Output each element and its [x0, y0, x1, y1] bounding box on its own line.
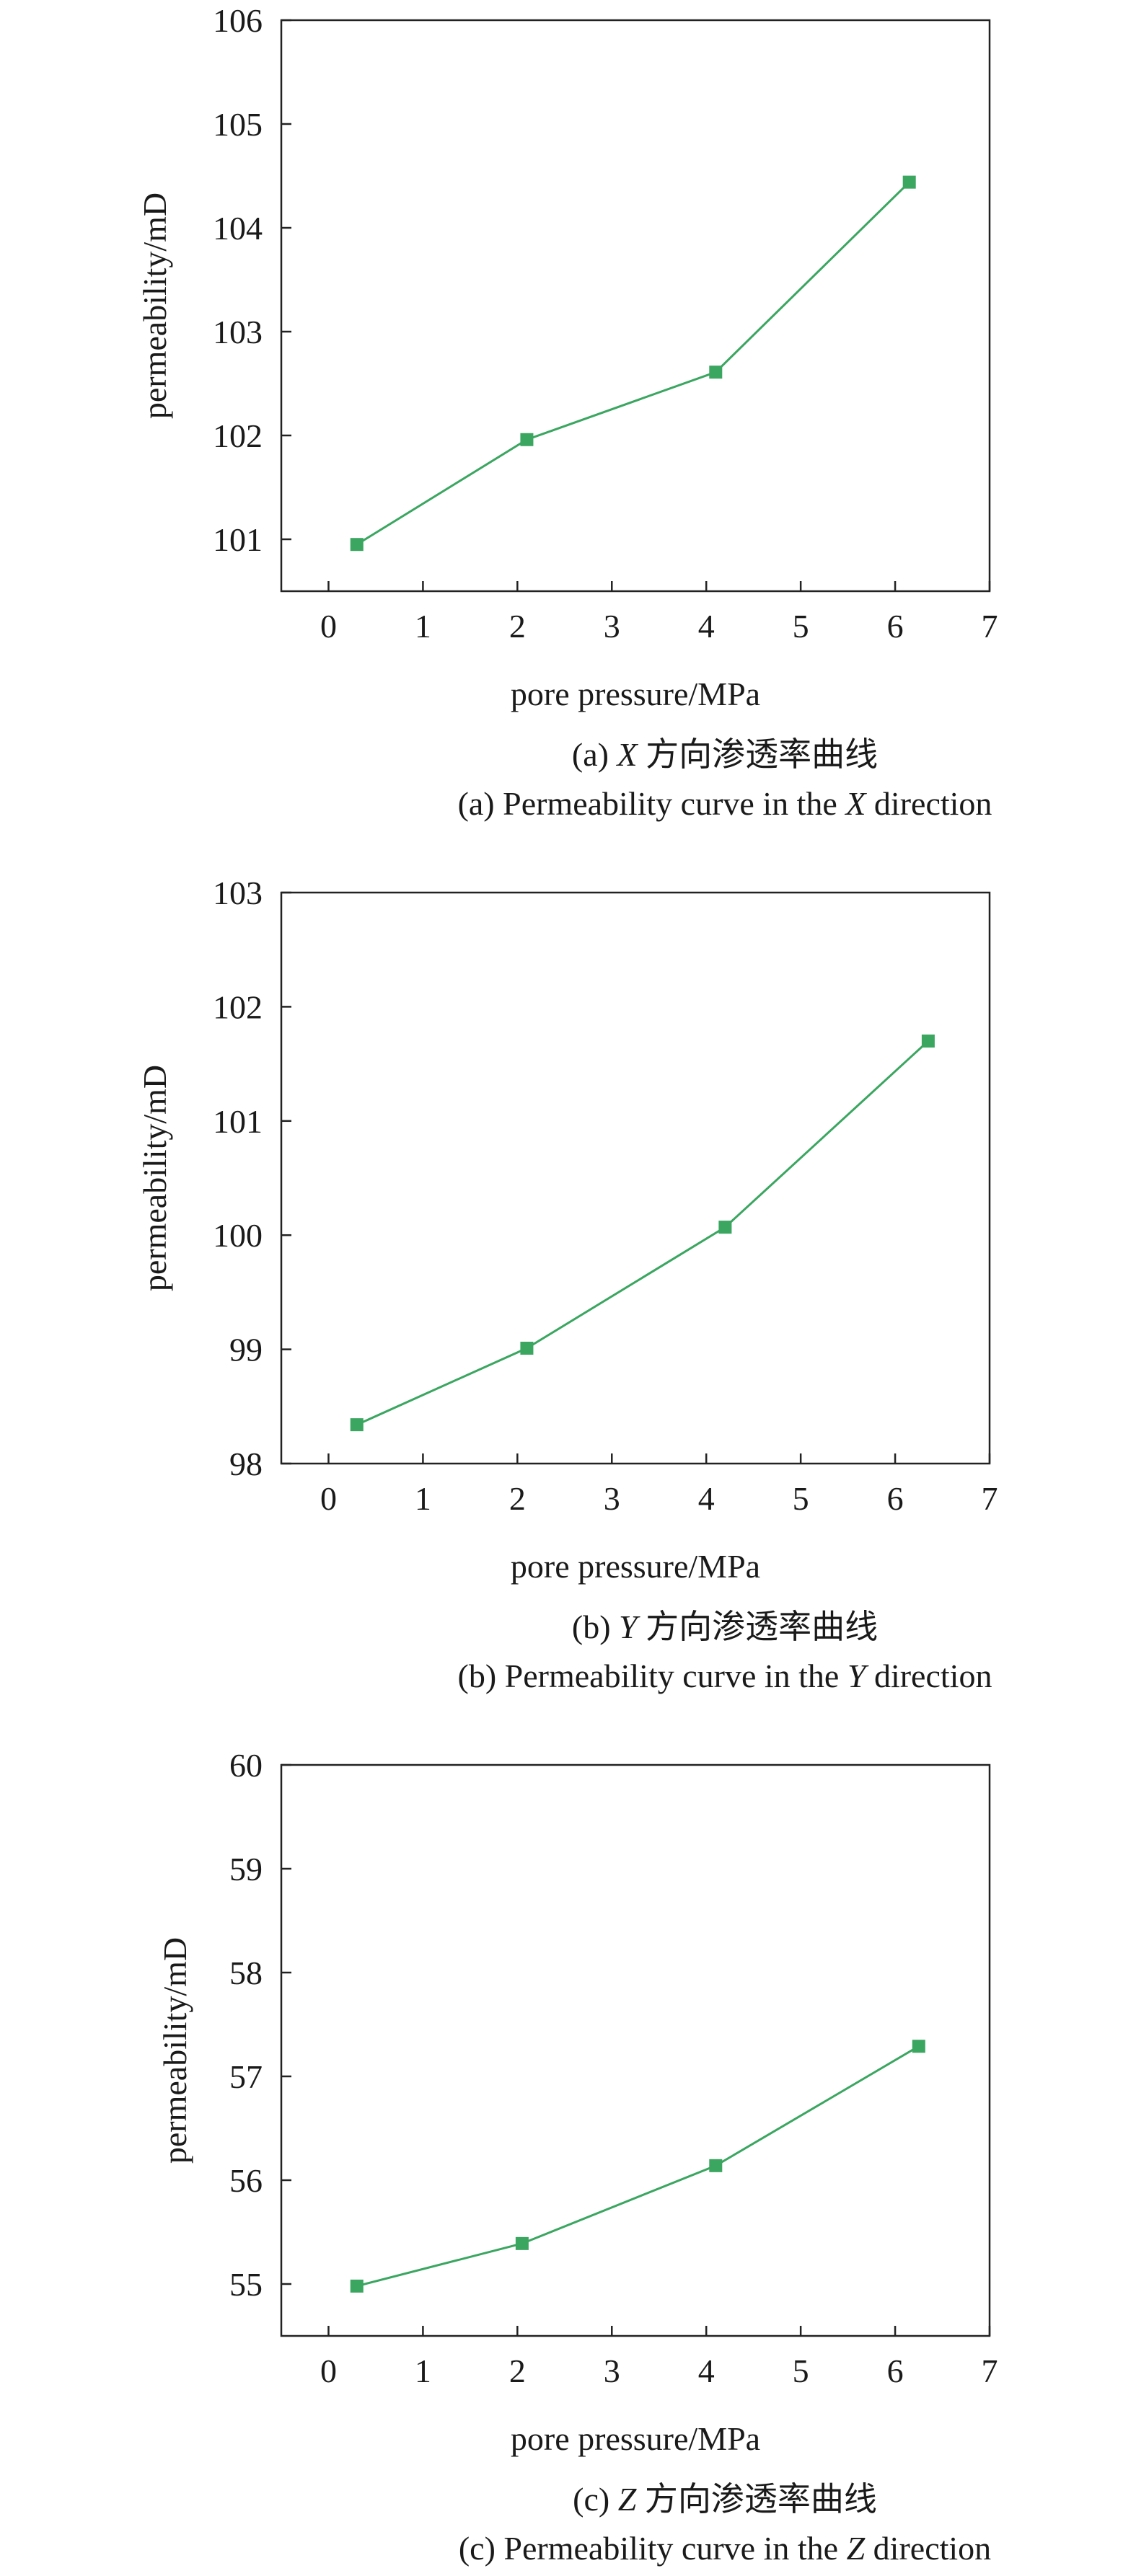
x-axis-label: pore pressure/MPa [511, 676, 760, 712]
data-point [912, 2040, 925, 2053]
x-tick-label: 2 [509, 608, 526, 645]
y-tick-label: 103 [213, 314, 263, 350]
x-tick-label: 3 [604, 608, 620, 645]
x-tick-label: 3 [604, 2353, 620, 2389]
x-tick-label: 1 [415, 608, 431, 645]
data-point [515, 2236, 529, 2250]
data-point [520, 1342, 534, 1355]
x-axis-label: pore pressure/MPa [511, 2420, 760, 2457]
x-tick-label: 1 [415, 2353, 431, 2389]
x-tick-label: 0 [320, 608, 337, 645]
data-point [709, 2159, 723, 2172]
x-tick-label: 5 [793, 1480, 809, 1517]
x-tick-label: 4 [698, 1480, 715, 1517]
x-tick-label: 2 [509, 2353, 526, 2389]
y-tick-label: 101 [213, 521, 263, 558]
x-tick-label: 7 [982, 1480, 998, 1517]
caption-zh: (a) X 方向渗透率曲线 [572, 736, 878, 773]
caption-en: (a) Permeability curve in the X directio… [458, 785, 992, 822]
x-tick-label: 0 [320, 1480, 337, 1517]
y-tick-label: 103 [213, 875, 263, 911]
x-tick-label: 1 [415, 1480, 431, 1517]
x-tick-label: 6 [887, 608, 904, 645]
x-tick-label: 2 [509, 1480, 526, 1517]
chart-panel-1: 0 1 2 3 4 5 6 7 101 102 103 104 105 106 pore pressure/… [136, 2, 998, 822]
x-tick-label: 5 [793, 608, 809, 645]
y-tick-label: 98 [229, 1446, 263, 1482]
y-tick-label: 105 [213, 106, 263, 143]
y-tick-label: 60 [229, 1747, 263, 1784]
series-line [356, 181, 910, 546]
y-tick-label: 102 [213, 417, 263, 454]
chart-panel-2: 0 1 2 3 4 5 6 7 98 99 100 101 102 103 pore pressure/MP… [136, 875, 998, 1694]
data-point [520, 433, 534, 446]
data-point [350, 538, 364, 552]
y-axis-label: permeability/mD [157, 1937, 193, 2164]
data-point [350, 1418, 364, 1432]
x-tick-label: 0 [320, 2353, 337, 2389]
caption-en: (c) Permeability curve in the Z directio… [459, 2530, 991, 2567]
y-tick-label: 101 [213, 1103, 263, 1140]
caption-zh: (c) Z 方向渗透率曲线 [573, 2481, 877, 2518]
series-line [356, 2045, 920, 2288]
x-tick-label: 6 [887, 1480, 904, 1517]
y-tick-label: 58 [229, 1955, 263, 1991]
x-tick-label: 6 [887, 2353, 904, 2389]
data-point [718, 1221, 732, 1234]
plot-frame [280, 891, 991, 1465]
y-axis-label: permeability/mD [136, 1065, 173, 1291]
y-tick-label: 56 [229, 2162, 263, 2199]
caption-en: (b) Permeability curve in the Y directio… [458, 1657, 992, 1694]
y-tick-label: 102 [213, 988, 263, 1025]
y-tick-label: 106 [213, 2, 263, 39]
data-point [902, 175, 916, 189]
y-tick-label: 104 [213, 210, 263, 247]
data-point [921, 1034, 935, 1048]
x-tick-label: 4 [698, 2353, 715, 2389]
plot-frame [280, 1763, 991, 2337]
x-tick-label: 7 [982, 2353, 998, 2389]
caption-zh: (b) Y 方向渗透率曲线 [572, 1608, 878, 1645]
data-point [350, 2279, 364, 2293]
y-tick-label: 100 [213, 1217, 263, 1254]
x-tick-label: 4 [698, 608, 715, 645]
x-tick-label: 3 [604, 1480, 620, 1517]
y-axis-label: permeability/mD [136, 192, 173, 419]
x-tick-label: 5 [793, 2353, 809, 2389]
y-tick-label: 57 [229, 2058, 263, 2095]
y-tick-label: 59 [229, 1851, 263, 1887]
plot-frame [280, 19, 991, 593]
x-tick-label: 7 [982, 608, 998, 645]
y-tick-label: 99 [229, 1332, 263, 1368]
data-point [709, 366, 723, 379]
y-tick-label: 55 [229, 2266, 263, 2303]
x-axis-label: pore pressure/MPa [511, 1548, 760, 1585]
series-line [356, 1040, 929, 1426]
